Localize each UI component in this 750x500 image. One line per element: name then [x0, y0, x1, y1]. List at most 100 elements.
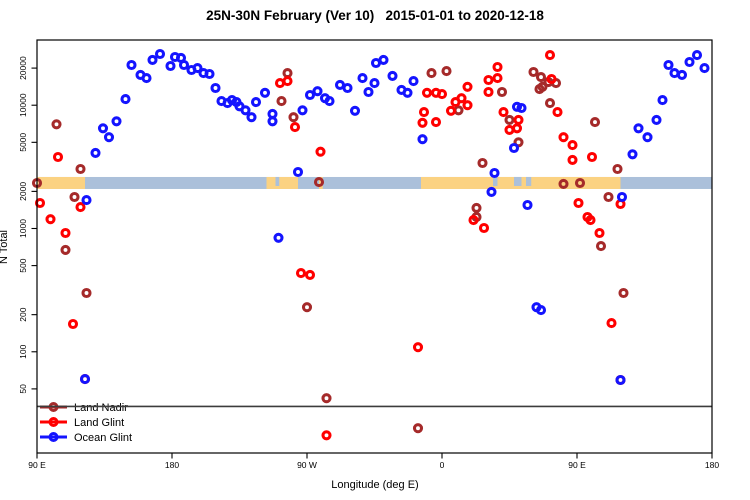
data-point-land-glint — [75, 202, 86, 213]
data-point-land-glint — [492, 73, 503, 84]
data-point-ocean-glint — [120, 94, 131, 105]
data-point-ocean-glint — [103, 132, 115, 143]
legend-item-land-nadir: Land Nadir — [40, 402, 128, 414]
data-point-ocean-glint — [297, 105, 308, 116]
data-point-ocean-glint — [508, 142, 520, 154]
data-point-land-glint — [418, 107, 430, 118]
data-point-land-glint — [492, 61, 503, 73]
y-tick-label: 200 — [18, 307, 28, 321]
chart-title: 25N-30N February (Ver 10) 2015-01-01 to … — [206, 8, 544, 23]
data-point-land-glint — [445, 105, 457, 116]
map-strip-water-patch — [514, 176, 522, 186]
map-strip-water-patch — [493, 176, 498, 186]
data-point-ocean-glint — [522, 199, 533, 211]
legend-item-land-glint: Land Glint — [40, 417, 124, 429]
legend-label: Land Glint — [74, 417, 124, 429]
map-strip-water-patch — [526, 176, 532, 186]
data-point-ocean-glint — [334, 79, 346, 90]
data-point-land-glint — [52, 151, 64, 163]
data-point-land-glint — [67, 318, 79, 330]
data-point-land-glint — [483, 74, 494, 86]
data-point-land-nadir — [321, 393, 332, 404]
data-point-ocean-glint — [663, 59, 674, 71]
data-point-ocean-glint — [699, 63, 710, 74]
data-point-ocean-glint — [363, 86, 374, 98]
data-point-ocean-glint — [210, 82, 221, 94]
data-point-land-glint — [586, 151, 598, 163]
legend-marker — [48, 432, 59, 442]
y-tick-label: 1000 — [18, 219, 28, 238]
data-point-ocean-glint — [250, 97, 262, 108]
data-point-land-nadir — [453, 105, 464, 116]
data-point-land-nadir — [477, 157, 488, 169]
data-point-ocean-glint — [267, 116, 278, 127]
data-point-land-nadir — [69, 191, 80, 203]
data-point-land-glint — [289, 122, 301, 133]
data-point-ocean-glint — [676, 69, 688, 80]
data-point-land-glint — [412, 342, 424, 353]
data-point-land-glint — [498, 107, 509, 118]
data-point-ocean-glint — [642, 132, 653, 143]
data-point-ocean-glint — [126, 59, 137, 71]
data-point-ocean-glint — [489, 167, 500, 179]
x-tick-label: 90 E — [28, 460, 46, 470]
data-point-land-nadir — [441, 66, 452, 77]
data-point-land-nadir — [558, 178, 569, 189]
data-point-land-nadir — [426, 68, 437, 79]
data-point-ocean-glint — [111, 116, 122, 127]
data-point-ocean-glint — [408, 76, 419, 87]
data-point-ocean-glint — [165, 60, 176, 72]
data-point-land-glint — [513, 114, 524, 125]
data-point-land-glint — [315, 146, 326, 157]
data-point-land-nadir — [313, 177, 325, 188]
legend-marker — [48, 417, 59, 427]
x-tick-label: 180 — [165, 460, 179, 470]
data-point-ocean-glint — [342, 82, 353, 94]
data-point-ocean-glint — [240, 105, 251, 116]
legend-item-ocean-glint: Ocean Glint — [40, 432, 132, 444]
data-point-ocean-glint — [79, 374, 91, 385]
data-point-ocean-glint — [684, 56, 695, 68]
data-point-land-nadir — [288, 112, 299, 123]
y-tick-label: 50 — [18, 384, 28, 394]
map-strip-land — [37, 176, 85, 189]
data-point-land-nadir — [535, 72, 547, 83]
data-point-land-nadir — [595, 241, 607, 252]
data-point-ocean-glint — [304, 89, 316, 101]
data-point-land-glint — [552, 107, 563, 118]
data-point-ocean-glint — [616, 191, 628, 203]
data-point-ocean-glint — [633, 123, 644, 134]
y-tick-label: 500 — [18, 258, 28, 272]
data-point-ocean-glint — [324, 96, 335, 107]
data-point-land-glint — [511, 123, 523, 134]
data-point-land-glint — [567, 154, 578, 165]
data-point-ocean-glint — [486, 186, 497, 197]
data-point-land-nadir — [544, 98, 556, 109]
data-point-land-glint — [468, 215, 479, 226]
data-point-land-glint — [462, 81, 473, 92]
data-point-ocean-glint — [349, 105, 361, 116]
data-point-land-nadir — [496, 86, 508, 98]
data-point-land-nadir — [504, 114, 515, 125]
data-point-ocean-glint — [90, 147, 101, 158]
data-point-land-nadir — [276, 96, 287, 107]
data-point-land-glint — [295, 268, 307, 279]
x-tick-label: 90 W — [297, 460, 317, 470]
data-point-land-glint — [504, 124, 515, 135]
x-axis-label: Longitude (deg E) — [331, 479, 419, 491]
data-point-ocean-glint — [387, 70, 398, 81]
data-point-land-glint — [436, 89, 448, 100]
y-tick-label: 20000 — [18, 56, 28, 80]
x-tick-label: 90 E — [568, 460, 586, 470]
data-point-land-glint — [546, 73, 557, 85]
data-point-ocean-glint — [691, 50, 703, 61]
data-point-land-glint — [478, 222, 490, 234]
data-point-land-nadir — [51, 119, 62, 130]
data-point-ocean-glint — [657, 95, 668, 106]
data-point-land-glint — [585, 215, 596, 226]
data-point-ocean-glint — [357, 73, 368, 84]
legend-label: Land Nadir — [74, 402, 128, 414]
data-point-ocean-glint — [81, 195, 92, 206]
data-point-ocean-glint — [402, 87, 413, 98]
